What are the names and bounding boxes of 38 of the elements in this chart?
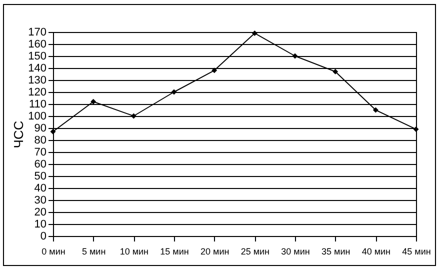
y-tick-label: 110 — [28, 98, 46, 110]
y-tick-label: 150 — [28, 50, 46, 62]
x-tick-label: 25 мин — [240, 246, 270, 256]
x-tick-label: 0 мин — [42, 246, 66, 256]
y-tick-label: 140 — [28, 62, 46, 74]
y-tick-label: 70 — [34, 146, 46, 158]
point — [413, 126, 419, 132]
y-tick-label: 10 — [34, 218, 46, 230]
y-axis-title: ЧСС — [11, 120, 26, 148]
point — [212, 68, 218, 74]
y-tick-label: 120 — [28, 86, 46, 98]
x-tick-label: 35 мин — [321, 246, 350, 256]
x-tick-label: 45 мин — [402, 246, 431, 256]
point — [292, 53, 298, 59]
point — [372, 107, 378, 113]
y-tick-label: 130 — [28, 74, 46, 86]
y-tick-label: 40 — [34, 182, 46, 194]
x-tick-label: 10 мин — [120, 246, 149, 256]
y-tick-label: 60 — [34, 158, 46, 170]
y-tick-label: 0 — [40, 230, 46, 242]
x-tick-label: 15 мин — [160, 246, 189, 256]
point — [90, 98, 96, 104]
y-tick-label: 50 — [34, 170, 46, 182]
point — [332, 68, 338, 74]
y-tick-label: 100 — [28, 110, 46, 122]
y-tick-label: 90 — [34, 122, 46, 134]
y-tick-label: 160 — [28, 38, 46, 50]
point — [252, 30, 258, 36]
x-tick-label: 20 мин — [200, 246, 230, 256]
x-tick-label: 40 мин — [362, 246, 391, 256]
x-tick-label: 30 мин — [281, 246, 310, 256]
y-tick-label: 170 — [28, 26, 46, 38]
point — [171, 89, 177, 95]
y-tick-label: 80 — [34, 134, 46, 146]
x-tick-label: 5 мин — [82, 246, 106, 256]
y-tick-label: 30 — [34, 194, 46, 206]
point — [130, 113, 136, 119]
y-tick-label: 20 — [34, 206, 46, 218]
